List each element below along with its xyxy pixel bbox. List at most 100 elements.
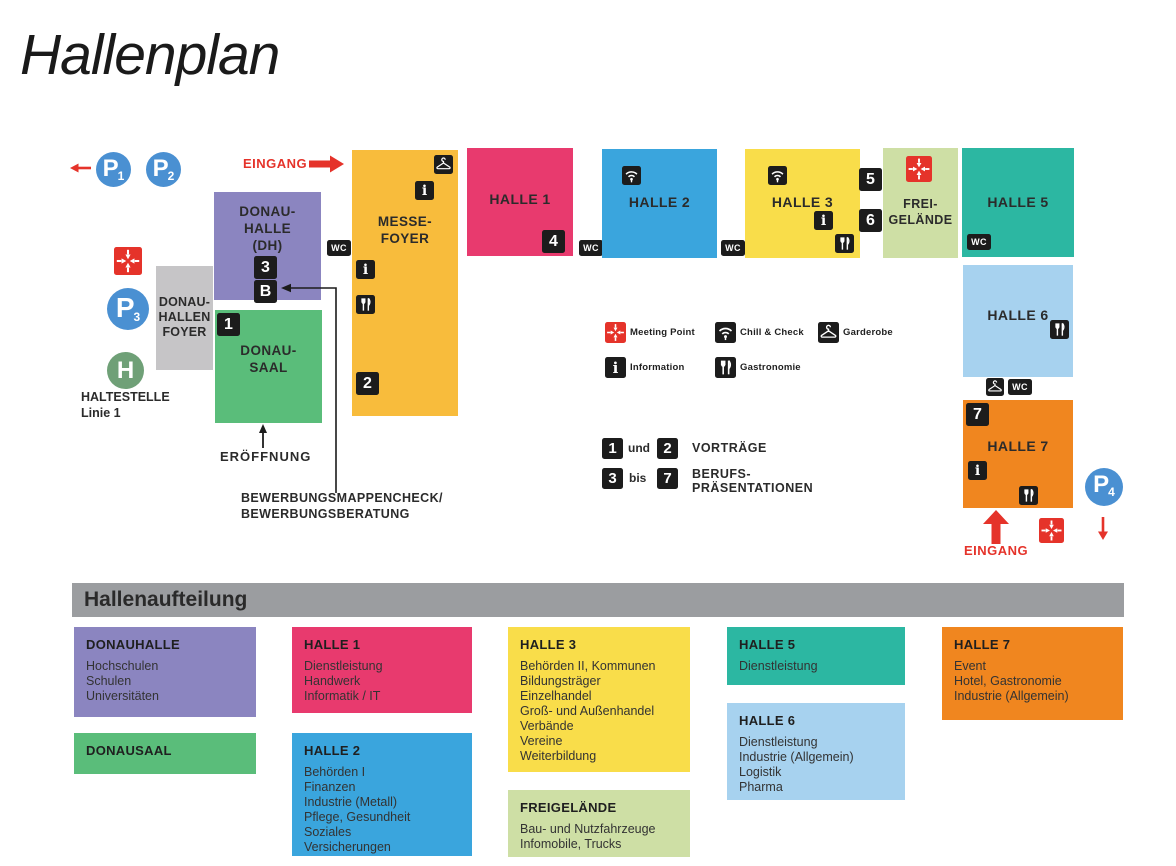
legend-berufs-line1: BERUFS-: [692, 467, 752, 481]
number-badge-2: 2: [657, 438, 678, 459]
haltestelle-line1: HALTESTELLE: [81, 390, 170, 404]
wc-badge: WC: [721, 240, 745, 256]
hallbox-item: Informatik / IT: [304, 689, 381, 703]
hallbox-item: Dienstleistung: [739, 659, 818, 673]
page-title: Hallenplan: [20, 23, 280, 87]
connector-arrow: [281, 281, 339, 495]
number-badge-1: 1: [602, 438, 623, 459]
wc-badge: WC: [327, 240, 351, 256]
legend-berufspraesentationen: BERUFS- PRÄSENTATIONEN: [692, 467, 813, 495]
meeting-point-icon: [906, 156, 932, 182]
hallbox-item: Weiterbildung: [520, 749, 597, 763]
eroeffnung-arrow-icon: [256, 424, 270, 448]
hallbox-item: Versicherungen: [304, 840, 391, 854]
hall-halle6-label: HALLE 6: [987, 307, 1049, 323]
hallenaufteilung-title: Hallenaufteilung: [84, 588, 248, 611]
info-icon: i: [605, 357, 626, 378]
hall-label-line: MESSE-: [377, 214, 433, 229]
hall-halle5-label: HALLE 5: [987, 194, 1049, 210]
hall-donauhalle-label: DONAU- HALLE (DH): [214, 203, 321, 254]
legend-gastronomie: Gastronomie: [740, 362, 801, 373]
gastronomie-icon: [715, 357, 736, 378]
hall-label-line: DONAU-: [158, 295, 211, 309]
hallbox-title: DONAUHALLE: [86, 637, 180, 652]
hall-freigelaende-label: FREI- GELÄNDE: [883, 196, 958, 228]
hallbox-item: Dienstleistung: [304, 659, 383, 673]
haltestelle-line2: Linie 1: [81, 406, 121, 420]
gastronomie-icon: [1050, 320, 1069, 339]
hallbox-halle2: HALLE 2 Behörden I Finanzen Industrie (M…: [292, 733, 472, 856]
number-badge-4: 4: [542, 230, 565, 253]
info-icon: i: [415, 181, 434, 200]
hallbox-halle7: HALLE 7 Event Hotel, Gastronomie Industr…: [942, 627, 1123, 720]
arrow-down-icon: [1096, 516, 1110, 540]
hallbox-item: Handwerk: [304, 674, 361, 688]
hallbox-halle1: HALLE 1 Dienstleistung Handwerk Informat…: [292, 627, 472, 713]
hallbox-title: HALLE 7: [954, 637, 1011, 652]
hallbox-item: Infomobile, Trucks: [520, 837, 622, 851]
garderobe-icon: [818, 322, 839, 343]
hall-donauhallen-foyer: [156, 266, 213, 370]
parking-number: 3: [133, 310, 141, 324]
hallbox-item: Groß- und Außenhandel: [520, 704, 655, 718]
hallbox-title: FREIGELÄNDE: [520, 800, 617, 815]
parking-letter: P: [152, 155, 169, 182]
hall-label-line: FOYER: [380, 231, 430, 246]
number-badge-3: 3: [254, 256, 277, 279]
number-badge-7: 7: [966, 403, 989, 426]
hall-label-line: DONAU-: [239, 204, 296, 219]
wifi-icon: [768, 166, 787, 185]
tram-stop-icon: H: [107, 352, 144, 389]
wc-badge: WC: [967, 234, 991, 250]
garderobe-icon: [986, 378, 1004, 396]
hallbox-item: Hochschulen: [86, 659, 159, 673]
hallbox-halle6: HALLE 6 Dienstleistung Industrie (Allgem…: [727, 703, 905, 800]
bewerbung-line2: BEWERBUNGSBERATUNG: [241, 506, 410, 521]
hallbox-item: Einzelhandel: [520, 689, 592, 703]
wifi-icon: [715, 322, 736, 343]
hallbox-item: Event: [954, 659, 986, 673]
hall-label-line: SAAL: [249, 360, 288, 375]
hallbox-item: Industrie (Metall): [304, 795, 398, 809]
number-badge-7: 7: [657, 468, 678, 489]
wc-badge: WC: [1008, 379, 1032, 395]
hallbox-item: Pflege, Gesundheit Soziales: [304, 810, 411, 839]
number-badge-2: 2: [356, 372, 379, 395]
info-icon: i: [356, 260, 375, 279]
number-badge-6: 6: [859, 209, 882, 232]
arrow-right-icon: [309, 153, 345, 175]
number-badge-5: 5: [859, 168, 882, 191]
gastronomie-icon: [835, 234, 854, 253]
hall-halle2-label: HALLE 2: [628, 194, 691, 210]
parking-number: 2: [167, 169, 175, 183]
bewerbung-line1: BEWERBUNGSMAPPENCHECK/: [241, 491, 443, 505]
hall-label-line: (DH): [252, 238, 283, 253]
hallbox-title: DONAUSAAL: [86, 743, 172, 758]
hallbox-donauhalle: DONAUHALLE Hochschulen Schulen Universit…: [74, 627, 256, 717]
hall-foyer-label: DONAU- HALLEN FOYER: [156, 295, 213, 340]
meeting-point-icon: [1039, 518, 1064, 543]
gastronomie-icon: [1019, 486, 1038, 505]
hall-label-line: HALLEN: [158, 310, 211, 324]
hall-label-line: FREI-: [903, 197, 938, 211]
wifi-icon: [622, 166, 641, 185]
hallbox-donausaal: DONAUSAAL: [74, 733, 256, 774]
entrance-top-label: EINGANG: [243, 156, 308, 171]
hallbox-item: Finanzen: [304, 780, 356, 794]
parking-letter: P: [102, 155, 119, 182]
legend-vortraege: VORTRÄGE: [692, 441, 767, 455]
hallbox-item: Universitäten: [86, 689, 159, 703]
hallbox-halle5: HALLE 5 Dienstleistung: [727, 627, 905, 685]
parking-letter: P: [1093, 471, 1110, 498]
arrow-up-icon: [983, 510, 1009, 544]
hallbox-title: HALLE 1: [304, 637, 361, 652]
hall-label-line: FOYER: [162, 325, 207, 339]
hallbox-item: Behörden II, Kommunen: [520, 659, 656, 673]
info-icon: i: [814, 211, 833, 230]
hallbox-item: Logistik: [739, 765, 782, 779]
parking-number: 1: [117, 169, 125, 183]
parking-number: 4: [1108, 485, 1115, 499]
meeting-point-icon: [114, 247, 142, 275]
